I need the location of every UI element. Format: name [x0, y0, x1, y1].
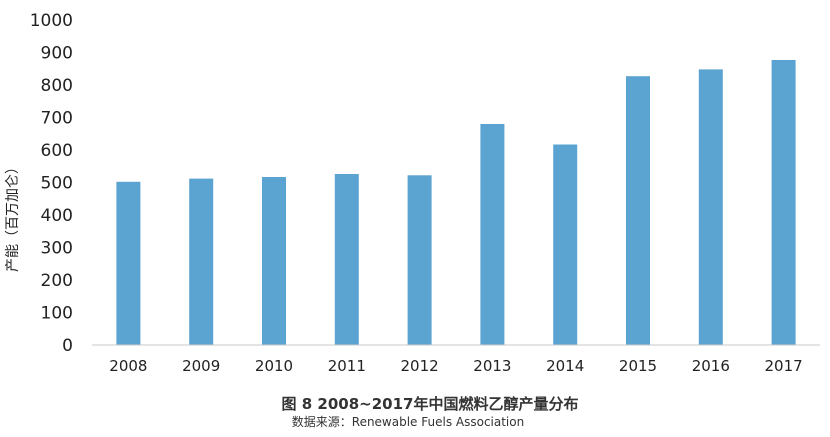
- x-tick-label: 2011: [328, 357, 366, 375]
- bar-2009: [189, 178, 214, 345]
- bar-2011: [334, 174, 359, 345]
- bar-2014: [553, 144, 578, 345]
- x-tick-label: 2013: [473, 357, 511, 375]
- bar-2010: [262, 177, 286, 345]
- bar-2012: [407, 175, 432, 345]
- bar-2016: [698, 69, 723, 346]
- bar-2015: [626, 76, 650, 345]
- y-tick-label: 200: [41, 271, 73, 291]
- y-tick-label: 900: [41, 44, 73, 64]
- x-tick-label: 2017: [765, 357, 803, 375]
- x-tick-label: 2016: [692, 357, 730, 375]
- x-tick-label: 2009: [182, 357, 220, 375]
- y-tick-label: 700: [41, 109, 73, 129]
- x-tick-label: 2012: [401, 357, 439, 375]
- y-tick-label: 0: [62, 336, 73, 356]
- y-tick-label: 1000: [30, 11, 73, 31]
- y-tick-label: 100: [41, 304, 73, 324]
- y-tick-labels: 0 100 200 300 400 500 600 700 800 900 1000: [30, 11, 73, 356]
- y-tick-label: 400: [41, 206, 73, 226]
- y-tick-label: 300: [41, 239, 73, 259]
- bar-2008: [116, 181, 141, 345]
- bars-layer: [116, 60, 796, 346]
- chart-title: 图 8 2008~2017年中国燃料乙醇产量分布: [282, 395, 579, 413]
- x-tick-labels: 2008 2009 2010 2011 2012 2013 2014 2015 2016 2017: [109, 357, 802, 375]
- x-tick-label: 2014: [546, 357, 584, 375]
- bar-2013: [480, 124, 505, 345]
- y-tick-label: 600: [41, 141, 73, 161]
- x-tick-label: 2008: [109, 357, 147, 375]
- x-tick-label: 2010: [255, 357, 293, 375]
- y-tick-label: 500: [41, 174, 73, 194]
- chart-source: 数据来源：Renewable Fuels Association: [292, 414, 524, 429]
- bar-2017: [771, 60, 796, 345]
- y-tick-label: 800: [41, 76, 73, 96]
- x-tick-label: 2015: [619, 357, 657, 375]
- y-axis-label: 产能（百万加仑）: [5, 160, 21, 272]
